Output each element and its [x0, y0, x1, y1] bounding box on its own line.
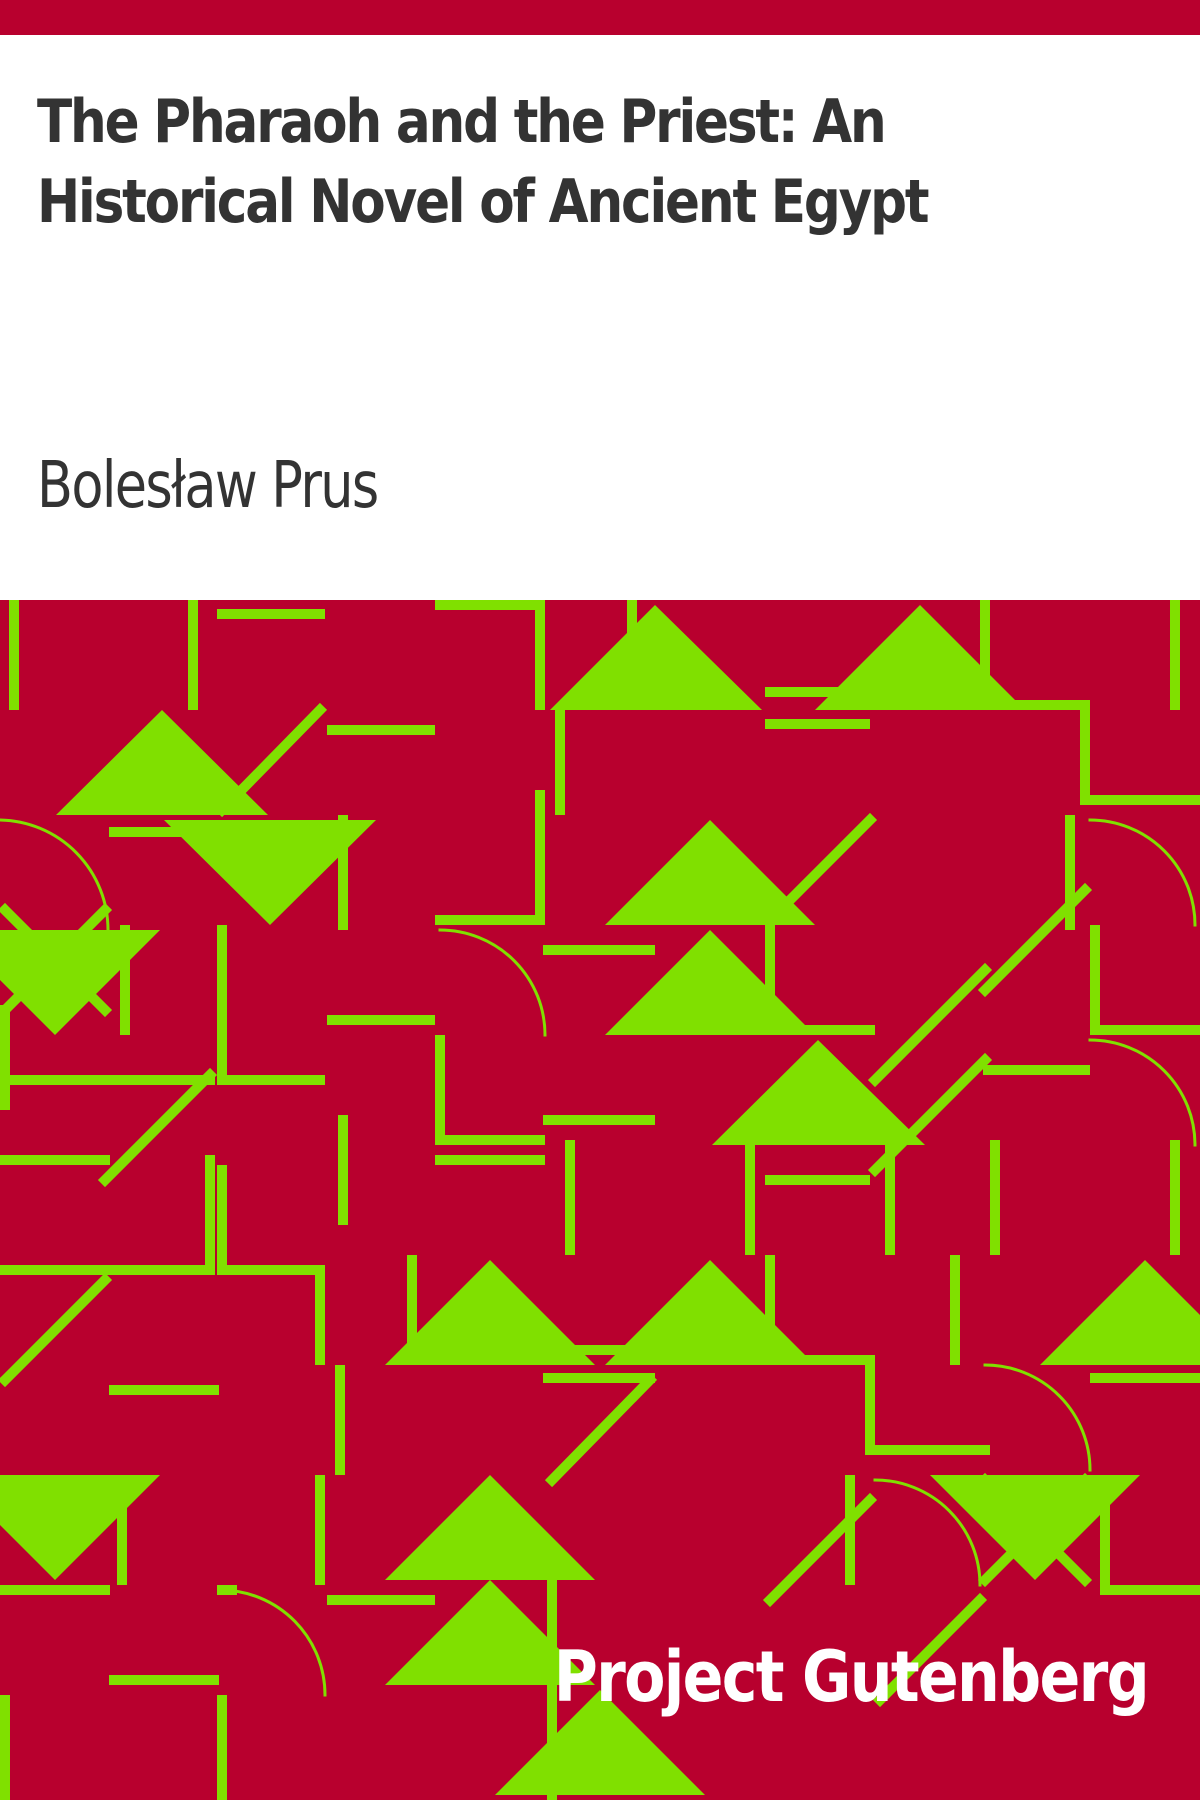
- book-title: The Pharaoh and the Priest: An Historica…: [37, 87, 930, 237]
- top-color-bar: [0, 0, 1200, 35]
- geometric-pattern-icon: [0, 600, 1200, 1800]
- cover-pattern: [0, 600, 1200, 1800]
- book-author: Bolesław Prus: [37, 449, 379, 523]
- publisher-label: Project Gutenberg: [553, 1636, 1150, 1718]
